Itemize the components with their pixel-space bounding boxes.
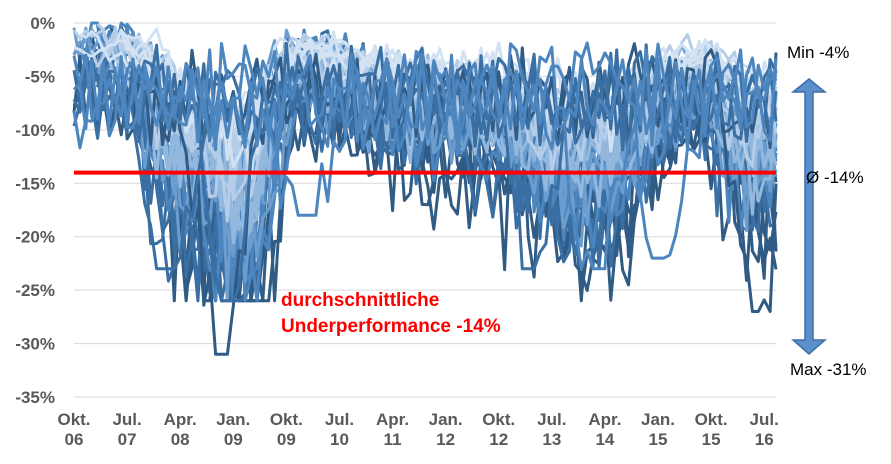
x-tick-year: 16 xyxy=(755,430,774,449)
y-tick-label: -25% xyxy=(15,281,55,300)
x-tick-month: Jan. xyxy=(216,410,250,429)
range-avg-label: Ø -14% xyxy=(806,168,864,187)
x-tick-month: Okt. xyxy=(482,410,515,429)
x-tick-year: 07 xyxy=(118,430,137,449)
x-tick-year: 15 xyxy=(649,430,668,449)
x-tick-year: 12 xyxy=(436,430,455,449)
y-tick-label: -20% xyxy=(15,228,55,247)
x-tick-month: Okt. xyxy=(270,410,303,429)
range-max-label: Max -31% xyxy=(790,360,867,379)
x-tick-month: Okt. xyxy=(695,410,728,429)
series-line-extreme xyxy=(72,42,778,217)
y-tick-label: -15% xyxy=(15,174,55,193)
x-tick-year: 14 xyxy=(595,430,614,449)
x-tick-month: Jul. xyxy=(112,410,141,429)
x-tick-month: Apr. xyxy=(164,410,197,429)
y-tick-label: -5% xyxy=(25,67,55,86)
y-tick-label: 0% xyxy=(30,14,55,33)
y-tick-label: -35% xyxy=(15,388,55,407)
x-tick-month: Jan. xyxy=(429,410,463,429)
annotation-line-2: Underperformance -14% xyxy=(281,316,501,337)
x-tick-month: Jan. xyxy=(641,410,675,429)
range-min-label: Min -4% xyxy=(787,43,849,62)
x-tick-year: 09 xyxy=(224,430,243,449)
x-tick-month: Apr. xyxy=(376,410,409,429)
x-tick-month: Jul. xyxy=(750,410,779,429)
y-axis-tick-labels: 0% -5% -10% -15% -20% -25% -30% -35% xyxy=(15,14,55,407)
x-tick-year: 12 xyxy=(489,430,508,449)
annotation-line-1: durchschnittliche xyxy=(281,290,439,311)
x-tick-year: 09 xyxy=(277,430,296,449)
series-layer xyxy=(72,21,778,356)
x-axis-tick-labels: Okt.06Jul.07Apr.08Jan.09Okt.09Jul.10Apr.… xyxy=(57,410,778,449)
x-tick-year: 11 xyxy=(384,430,402,449)
y-tick-label: -30% xyxy=(15,335,55,354)
x-tick-year: 10 xyxy=(330,430,349,449)
series-line-extreme xyxy=(72,41,778,260)
x-tick-month: Jul. xyxy=(325,410,354,429)
y-tick-label: -10% xyxy=(15,121,55,140)
x-tick-month: Apr. xyxy=(588,410,621,429)
x-tick-year: 15 xyxy=(702,430,721,449)
range-arrow-shape xyxy=(790,78,828,355)
x-tick-year: 06 xyxy=(65,430,84,449)
x-tick-year: 13 xyxy=(542,430,561,449)
x-tick-month: Okt. xyxy=(57,410,90,429)
x-tick-year: 08 xyxy=(171,430,190,449)
range-arrow xyxy=(790,78,828,355)
x-tick-month: Jul. xyxy=(537,410,566,429)
